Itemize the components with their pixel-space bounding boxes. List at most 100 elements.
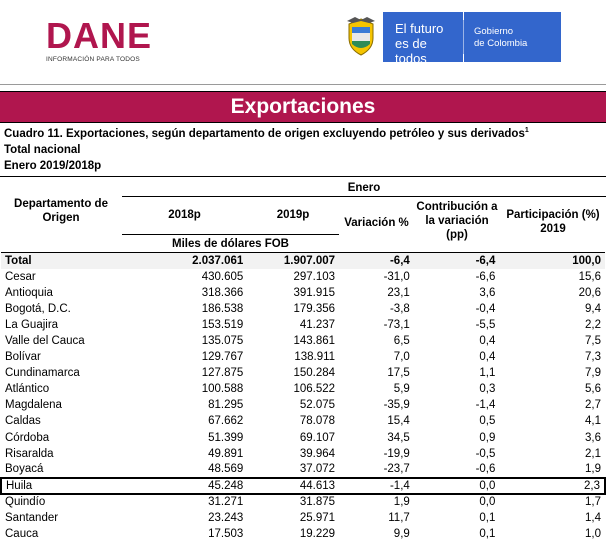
gov-divider bbox=[463, 20, 464, 54]
cell-var: 23,1 bbox=[387, 286, 410, 299]
caption-period: Enero 2019/2018p bbox=[4, 160, 102, 172]
cell-y2018: 153.519 bbox=[201, 318, 244, 331]
header-group-rule bbox=[122, 196, 606, 197]
table-row: Cesar 430.605 297.103 -31,0 -6,6 15,6 bbox=[1, 269, 605, 285]
cell-y2019: 391.915 bbox=[293, 286, 336, 299]
cell-contrib: -5,5 bbox=[475, 318, 496, 331]
cell-dept: Valle del Cauca bbox=[5, 335, 85, 348]
cell-y2019: 297.103 bbox=[293, 270, 336, 283]
dane-logo[interactable]: DANE INFORMACIÓN PARA TODOS bbox=[46, 15, 153, 64]
table-row: Caldas 67.662 78.078 15,4 0,5 4,1 bbox=[1, 413, 605, 429]
header-variacion: Variación % bbox=[344, 217, 409, 229]
table-row: Santander 23.243 25.971 11,7 0,1 1,4 bbox=[1, 510, 605, 526]
cell-var: 34,5 bbox=[387, 431, 410, 444]
cell-contrib: 0,4 bbox=[479, 335, 496, 348]
cell-y2018: 45.248 bbox=[122, 476, 248, 495]
cell-dept: Magdalena bbox=[5, 399, 62, 412]
cell-part: 7,5 bbox=[585, 335, 601, 348]
table-row: Quindío 31.271 31.875 1,9 0,0 1,7 bbox=[1, 494, 605, 510]
cell-dept: Cesar bbox=[5, 270, 36, 283]
header-units: Miles de dólares FOB bbox=[172, 238, 289, 250]
cell-part: 15,6 bbox=[578, 270, 601, 283]
cell-var: -35,9 bbox=[383, 399, 410, 412]
cell-y2019: 41.237 bbox=[299, 318, 336, 331]
cell-contrib: -0,4 bbox=[475, 302, 496, 315]
cell-dept: Antioquia bbox=[5, 286, 53, 299]
gov-name-line1: Gobierno bbox=[474, 26, 514, 37]
header-2018p: 2018p bbox=[168, 209, 201, 221]
cell-part: 1,7 bbox=[585, 496, 601, 509]
table-row: Huila 45.248 44.613 -1,4 0,0 2,3 bbox=[0, 476, 606, 495]
table-row: Cundinamarca 127.875 150.284 17,5 1,1 7,9 bbox=[1, 365, 605, 381]
cell-var: -3,8 bbox=[389, 302, 410, 315]
cell-dept: Córdoba bbox=[5, 431, 50, 444]
cell-dept: Cundinamarca bbox=[5, 367, 80, 380]
cell-contrib: 0,1 bbox=[479, 512, 496, 525]
cell-contrib: -0,6 bbox=[475, 463, 496, 476]
table-row: Boyacá 48.569 37.072 -23,7 -0,6 1,9 bbox=[1, 462, 605, 478]
cell-part: 5,6 bbox=[585, 383, 601, 396]
table-row: Antioquia 318.366 391.915 23,1 3,6 20,6 bbox=[1, 285, 605, 301]
cell-var: -31,0 bbox=[383, 270, 410, 283]
cell-y2018: 129.767 bbox=[201, 351, 244, 364]
caption-subtitle: Total nacional bbox=[4, 144, 81, 156]
cell-contrib: 0,0 bbox=[413, 476, 500, 495]
cell-y2018: 51.399 bbox=[208, 431, 244, 444]
cell-y2018: 430.605 bbox=[201, 270, 244, 283]
cell-part: 20,6 bbox=[578, 286, 601, 299]
cell-part: 4,1 bbox=[585, 415, 601, 428]
table-row: Córdoba 51.399 69.107 34,5 0,9 3,6 bbox=[1, 430, 605, 446]
gov-name: Gobierno de Colombia bbox=[464, 12, 561, 62]
header-2019p: 2019p bbox=[276, 209, 310, 221]
cell-y2019: 52.075 bbox=[299, 399, 336, 412]
cell-part: 1,0 bbox=[585, 528, 601, 541]
gov-name-line2: de Colombia bbox=[474, 38, 528, 49]
cell-dept: Atlántico bbox=[5, 383, 50, 396]
cell-contrib: -1,4 bbox=[475, 399, 496, 412]
cell-contrib: 0,3 bbox=[479, 383, 496, 396]
cell-part: 2,7 bbox=[585, 399, 601, 412]
cell-y2018: 2.037.061 bbox=[122, 252, 248, 269]
cell-y2018: 318.366 bbox=[201, 286, 244, 299]
cell-y2019: 78.078 bbox=[299, 415, 336, 428]
header-divider bbox=[0, 84, 606, 85]
cell-var: -1,4 bbox=[339, 476, 414, 495]
cell-y2018: 100.588 bbox=[201, 383, 244, 396]
cell-dept: Total bbox=[1, 252, 123, 269]
cell-var: 9,9 bbox=[393, 528, 410, 541]
cell-var: -23,7 bbox=[383, 463, 410, 476]
table-row: Cauca 17.503 19.229 9,9 0,1 1,0 bbox=[1, 526, 605, 542]
cell-var: -19,9 bbox=[383, 447, 410, 460]
cell-var: 17,5 bbox=[387, 367, 410, 380]
gov-slogan-line1: El futuro bbox=[395, 21, 444, 36]
cell-contrib: 0,4 bbox=[479, 351, 496, 364]
cell-y2019: 44.613 bbox=[247, 476, 340, 495]
header-contribucion: Contribución a la variación (pp) bbox=[416, 201, 498, 241]
table-row: La Guajira 153.519 41.237 -73,1 -5,5 2,2 bbox=[1, 317, 605, 333]
dane-logo-wordmark: DANE bbox=[46, 15, 153, 56]
cell-contrib: 0,1 bbox=[479, 528, 496, 541]
header-group-enero: Enero bbox=[347, 182, 381, 194]
cell-var: 6,5 bbox=[393, 335, 410, 348]
cell-y2019: 1.907.007 bbox=[247, 252, 340, 269]
table-caption: Cuadro 11. Exportaciones, según departam… bbox=[4, 126, 529, 174]
cell-y2019: 150.284 bbox=[293, 367, 336, 380]
table-row: Bolívar 129.767 138.911 7,0 0,4 7,3 bbox=[1, 349, 605, 365]
cell-var: 15,4 bbox=[387, 415, 410, 428]
cell-dept: Santander bbox=[5, 512, 59, 525]
cell-y2018: 48.569 bbox=[208, 463, 244, 476]
cell-dept: Bolívar bbox=[5, 351, 41, 364]
cell-contrib: 0,9 bbox=[479, 431, 496, 444]
cell-dept: Huila bbox=[0, 476, 123, 495]
cell-var: 11,7 bbox=[388, 512, 410, 525]
gobierno-logo[interactable]: El futuro es de todos Gobierno de Colomb… bbox=[339, 12, 561, 66]
cell-y2018: 81.295 bbox=[208, 399, 244, 412]
cell-var: -6,4 bbox=[339, 252, 414, 269]
cell-contrib: 3,6 bbox=[479, 286, 496, 299]
gov-slogan: El futuro es de todos bbox=[383, 12, 463, 66]
cell-y2018: 127.875 bbox=[201, 367, 244, 380]
cell-dept: Risaralda bbox=[5, 447, 54, 460]
table-row: Valle del Cauca 135.075 143.861 6,5 0,4 7,5 bbox=[1, 333, 605, 349]
cell-y2019: 39.964 bbox=[299, 447, 336, 460]
cell-contrib: 0,5 bbox=[479, 415, 496, 428]
